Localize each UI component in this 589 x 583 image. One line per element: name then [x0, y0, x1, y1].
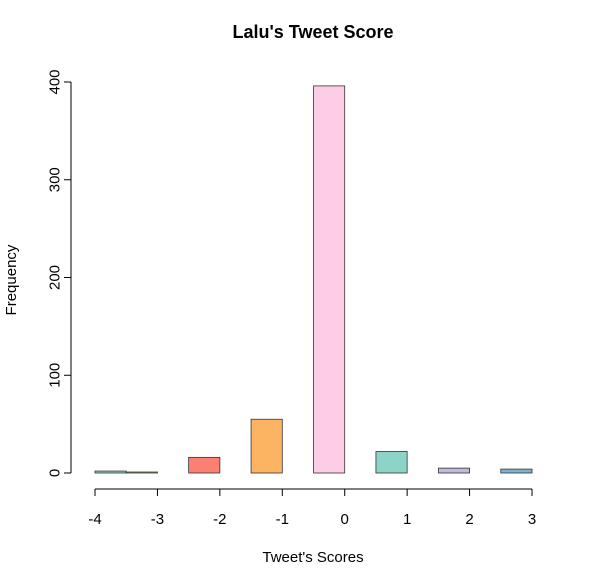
y-tick-label-1: 100: [47, 363, 64, 388]
x-tick-label-6: 2: [465, 511, 473, 528]
y-axis-title: Frequency: [3, 244, 20, 315]
y-axis: 0 100 200 300 400: [47, 69, 72, 477]
x-tick-label-2: -2: [213, 511, 226, 528]
bar-7: [313, 85, 346, 474]
x-tick-label-4: 0: [341, 511, 349, 528]
x-axis: -4 -3 -2 -1 0 1 2 3: [88, 488, 536, 528]
x-tick-label-7: 3: [528, 511, 536, 528]
bar-0: [94, 470, 127, 474]
y-tick-label-2: 200: [47, 265, 64, 290]
bar-9: [375, 451, 408, 474]
bar-1: [125, 471, 158, 474]
bar-5: [250, 418, 283, 474]
y-tick-label-0: 0: [47, 469, 64, 477]
bar-3: [188, 456, 221, 474]
x-tick-label-0: -4: [88, 511, 101, 528]
x-tick-label-5: 1: [403, 511, 411, 528]
bars: [94, 85, 533, 474]
x-tick-label-1: -3: [151, 511, 164, 528]
y-tick-label-3: 300: [47, 167, 64, 192]
x-axis-title: Tweet's Scores: [262, 549, 363, 566]
bar-13: [500, 468, 533, 474]
y-tick-label-4: 400: [47, 69, 64, 94]
bar-11: [437, 467, 470, 474]
chart-title: Lalu's Tweet Score: [233, 22, 394, 42]
x-tick-label-3: -1: [276, 511, 289, 528]
